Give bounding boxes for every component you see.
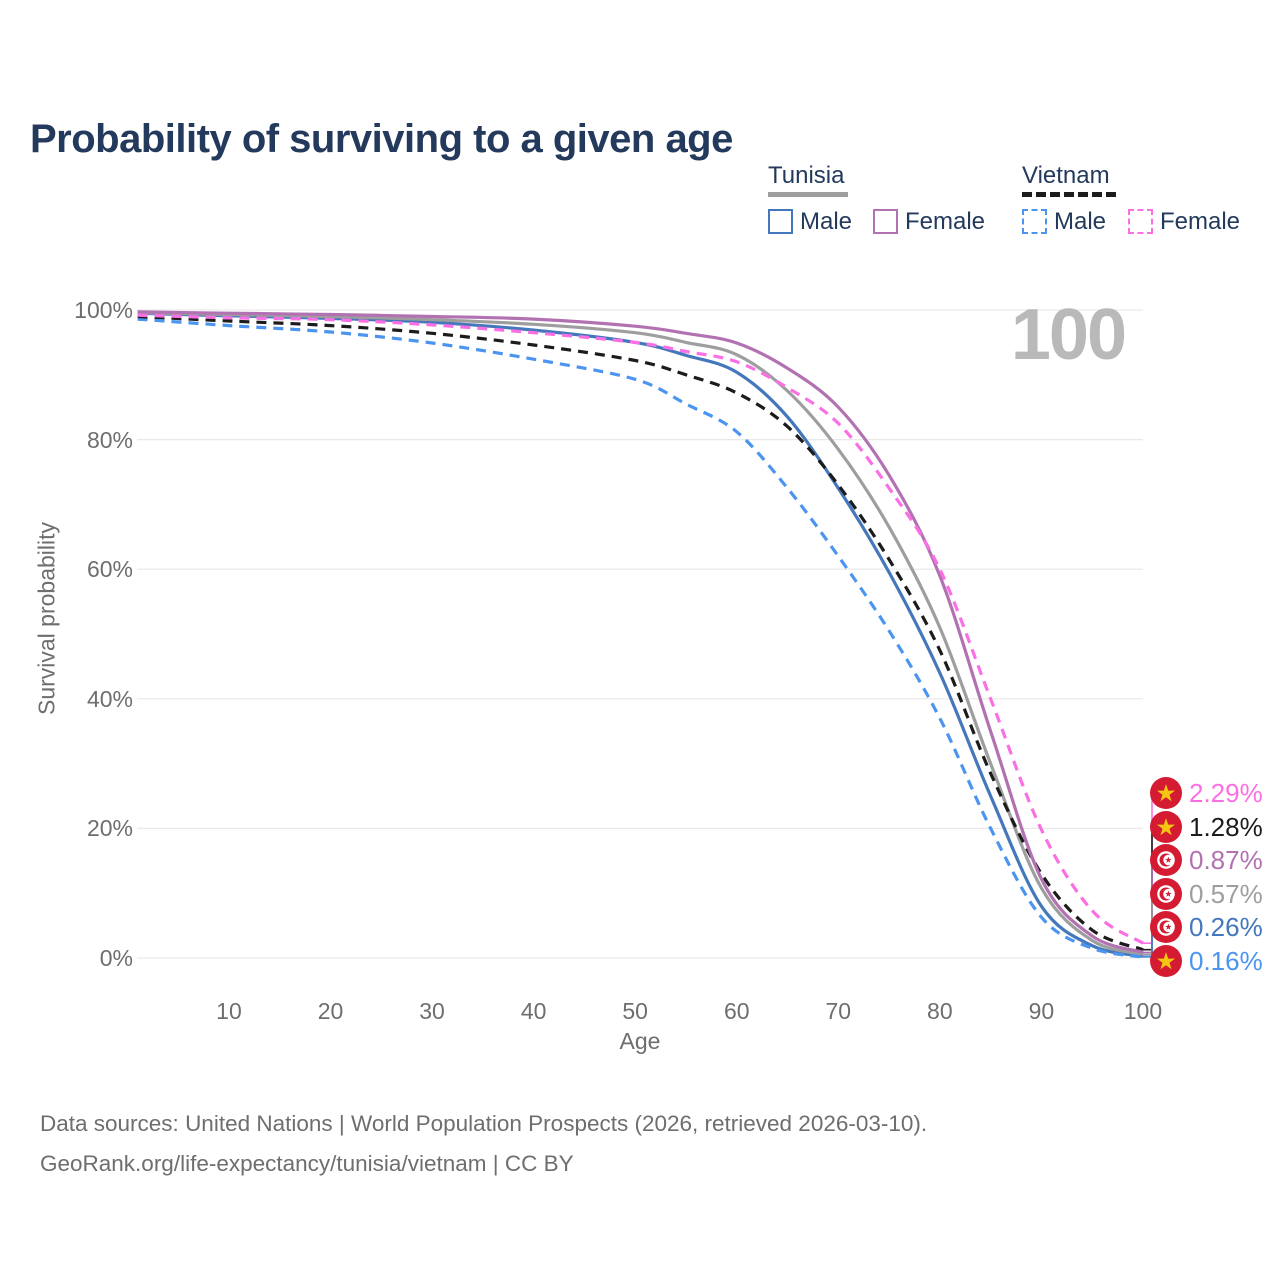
legend-line-sample-tunisia bbox=[768, 192, 848, 197]
y-tick-label: 40% bbox=[86, 685, 133, 712]
end-label-vietnam-male: 0.16% bbox=[1149, 944, 1263, 978]
tunisia-flag-icon bbox=[1150, 878, 1182, 910]
legend-swatch-vietnam-female bbox=[1128, 209, 1153, 234]
end-label-tunisia-female: 0.87% bbox=[1149, 843, 1263, 877]
legend-swatch-tunisia-male bbox=[768, 209, 793, 234]
legend-country-vietnam[interactable]: Vietnam bbox=[1022, 162, 1110, 189]
vietnam-flag-icon bbox=[1150, 945, 1182, 977]
x-tick-label: 100 bbox=[1123, 998, 1163, 1024]
x-tick-label: 20 bbox=[317, 998, 344, 1024]
legend-label: Female bbox=[905, 208, 986, 235]
series-line-vietnam[interactable] bbox=[137, 314, 1144, 952]
series-line-vietnam-male[interactable] bbox=[137, 317, 1144, 959]
end-label-value: 2.29% bbox=[1189, 777, 1263, 808]
tunisia-flag-icon bbox=[1150, 844, 1182, 876]
legend-swatch-vietnam-male bbox=[1022, 209, 1047, 234]
legend-item-tunisia-male[interactable]: Male bbox=[768, 209, 852, 234]
y-tick-label: 0% bbox=[99, 945, 133, 971]
x-tick-label: 50 bbox=[622, 998, 648, 1024]
legend-item-vietnam-male[interactable]: Male bbox=[1022, 209, 1106, 234]
end-label-vietnam: 1.28% bbox=[1149, 810, 1263, 844]
footer-data-sources: Data sources: United Nations | World Pop… bbox=[40, 1111, 928, 1136]
end-label-value: 0.16% bbox=[1189, 945, 1263, 976]
x-tick-label: 10 bbox=[216, 998, 242, 1024]
x-tick-label: 70 bbox=[825, 998, 852, 1024]
y-tick-label: 20% bbox=[86, 815, 133, 842]
end-label-value: 0.26% bbox=[1189, 911, 1263, 942]
legend-country-tunisia[interactable]: Tunisia bbox=[768, 162, 845, 189]
legend-label: Female bbox=[1160, 208, 1241, 235]
page-title: Probability of surviving to a given age bbox=[30, 116, 733, 161]
end-label-tunisia-male: 0.26% bbox=[1149, 910, 1263, 944]
x-tick-label: 30 bbox=[419, 998, 445, 1024]
tunisia-flag-icon bbox=[1150, 911, 1182, 943]
x-tick-label: 80 bbox=[927, 998, 953, 1024]
legend-group-vietnam: Vietnam Male Female bbox=[1022, 162, 1240, 235]
age-watermark: 100 bbox=[1010, 295, 1127, 375]
legend-line-sample-vietnam bbox=[1022, 192, 1116, 197]
legend-group-tunisia: Tunisia Male Female bbox=[768, 162, 985, 235]
legend-item-vietnam-female[interactable]: Female bbox=[1128, 209, 1240, 234]
x-tick-label: 40 bbox=[520, 998, 547, 1024]
y-tick-label: 80% bbox=[86, 426, 133, 453]
footer-attribution: Data sources: United Nations | World Pop… bbox=[40, 1104, 927, 1184]
vietnam-flag-icon bbox=[1150, 811, 1182, 843]
end-label-value: 0.87% bbox=[1189, 844, 1263, 875]
vietnam-flag-icon bbox=[1150, 777, 1182, 809]
legend-swatch-tunisia-female bbox=[873, 209, 898, 234]
x-tick-label: 90 bbox=[1028, 998, 1055, 1024]
series-line-vietnam-female[interactable] bbox=[137, 313, 1144, 945]
series-line-tunisia-female[interactable] bbox=[137, 310, 1144, 954]
end-label-value: 1.28% bbox=[1189, 811, 1263, 842]
x-axis-title: Age bbox=[619, 1028, 661, 1054]
legend-item-tunisia-female[interactable]: Female bbox=[873, 209, 985, 234]
series-line-tunisia[interactable] bbox=[137, 311, 1144, 956]
legend-label: Male bbox=[800, 208, 853, 235]
y-axis-title: Survival probability bbox=[33, 521, 60, 716]
end-label-tunisia: 0.57% bbox=[1149, 877, 1263, 911]
end-label-value: 0.57% bbox=[1189, 878, 1263, 909]
footer-license: GeoRank.org/life-expectancy/tunisia/viet… bbox=[40, 1151, 574, 1176]
end-label-vietnam-female: 2.29% bbox=[1149, 776, 1263, 810]
series-line-tunisia-male[interactable] bbox=[137, 311, 1144, 958]
legend-label: Male bbox=[1054, 208, 1107, 235]
y-tick-label: 100% bbox=[74, 297, 133, 323]
x-tick-label: 60 bbox=[723, 998, 750, 1024]
y-tick-label: 60% bbox=[86, 556, 133, 583]
